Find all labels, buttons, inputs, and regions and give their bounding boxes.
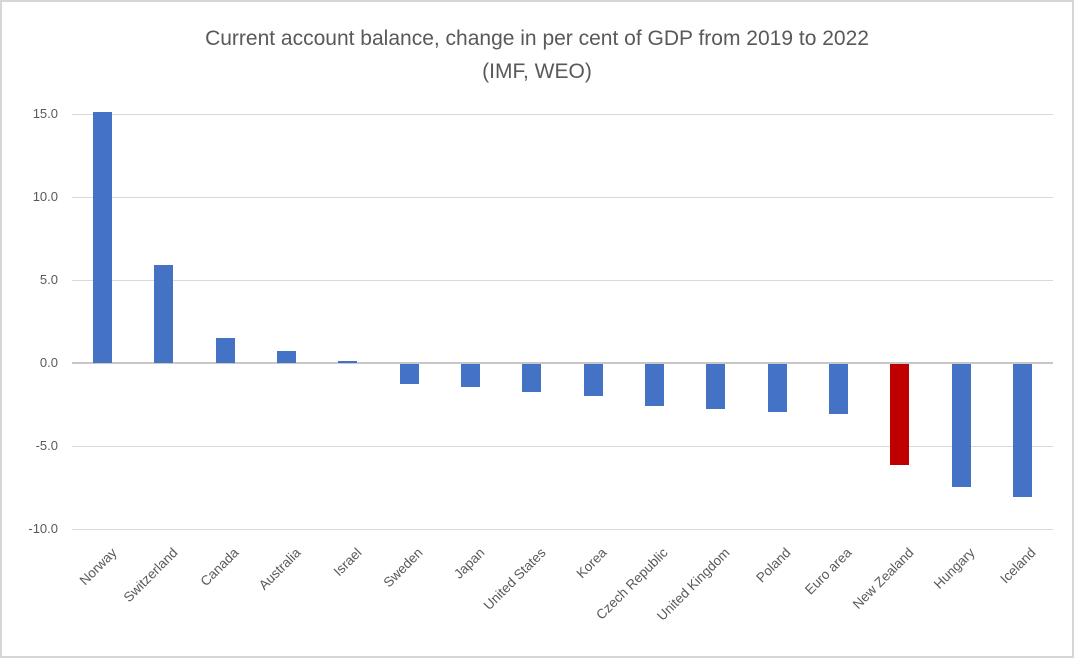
gridline (72, 114, 1053, 115)
bar-switzerland (154, 265, 174, 363)
gridline (72, 446, 1053, 447)
bar-japan (461, 364, 481, 388)
zero-axis-line (72, 362, 1053, 364)
bar-israel (338, 361, 358, 363)
bar-united-kingdom (706, 364, 726, 409)
chart-title: Current account balance, change in per c… (2, 22, 1072, 88)
bar-australia (277, 351, 297, 363)
y-tick-label: -5.0 (35, 438, 58, 453)
y-tick-label: -10.0 (28, 521, 58, 536)
bar-norway (93, 112, 113, 363)
bar-euro-area (828, 364, 848, 414)
bar-united-states (522, 364, 542, 393)
chart-title-line2: (IMF, WEO) (482, 60, 592, 83)
bar-poland (767, 364, 787, 413)
gridline (72, 197, 1053, 198)
y-tick-label: 15.0 (32, 106, 58, 121)
y-tick-label: 5.0 (39, 272, 58, 287)
bar-canada (215, 338, 235, 363)
plot-area (72, 112, 1053, 530)
chart-title-line1: Current account balance, change in per c… (205, 27, 869, 50)
bar-hungary (951, 364, 971, 487)
y-tick-label: 10.0 (32, 189, 58, 204)
bar-iceland (1012, 364, 1032, 497)
x-category-label-norway: Norway (76, 545, 120, 588)
bar-sweden (399, 364, 419, 384)
y-tick-label: 0.0 (39, 355, 58, 370)
bar-czech-republic (644, 364, 664, 406)
gridline (72, 280, 1053, 281)
gridline (72, 529, 1053, 530)
bar-new-zealand (890, 364, 910, 466)
bar-korea (583, 364, 603, 396)
